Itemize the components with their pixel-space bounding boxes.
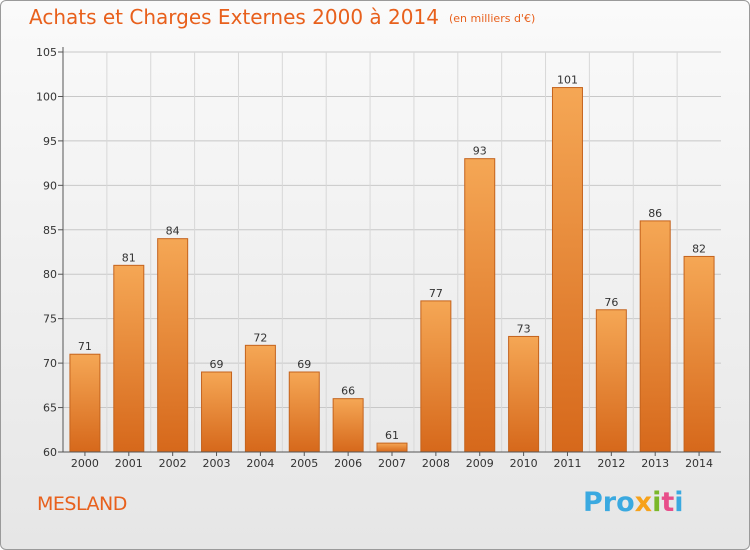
bar [157, 238, 189, 453]
bar-value-label: 66 [341, 385, 355, 398]
bar-value-label: 86 [648, 207, 662, 220]
bar [376, 442, 408, 453]
bar-value-label: 69 [297, 358, 311, 371]
bar [551, 87, 583, 453]
bar [332, 398, 364, 453]
bar-value-label: 61 [385, 429, 399, 442]
y-tick-label: 70 [43, 357, 57, 370]
y-tick-label: 75 [43, 313, 57, 326]
title-text: Achats et Charges Externes 2000 à 2014 [29, 5, 439, 29]
bar-value-label: 101 [557, 74, 578, 87]
bar [420, 300, 452, 453]
logo-part: Pro [583, 487, 635, 518]
bar [244, 344, 276, 453]
bar-value-label: 84 [166, 225, 180, 238]
bar [464, 158, 496, 453]
bar-value-label: 77 [429, 287, 443, 300]
chart-title: Achats et Charges Externes 2000 à 2014 (e… [29, 5, 535, 29]
y-tick-label: 65 [43, 402, 57, 415]
y-tick-label: 100 [36, 90, 57, 103]
x-tick-label: 2000 [71, 457, 99, 470]
x-tick-label: 2008 [422, 457, 450, 470]
x-tick-label: 2003 [203, 457, 231, 470]
title-unit: (en milliers d'€) [448, 12, 536, 25]
y-tick-label: 60 [43, 446, 57, 459]
y-tick-label: 90 [43, 179, 57, 192]
x-tick-label: 2005 [290, 457, 318, 470]
x-tick-label: 2004 [246, 457, 274, 470]
bar-value-label: 72 [253, 331, 267, 344]
y-tick-label: 105 [36, 46, 57, 59]
y-tick-label: 95 [43, 135, 57, 148]
bar-value-label: 82 [692, 242, 706, 255]
x-tick-label: 2010 [510, 457, 538, 470]
city-name: MESLAND [37, 493, 127, 515]
bar-chart: 71 81 84 69 72 69 66 61 77 93 73 101 76 86 82 60 65 70 75… [36, 46, 721, 470]
bar [288, 371, 320, 453]
bar-value-label: 81 [122, 251, 136, 264]
bar [113, 264, 145, 453]
bar [683, 255, 715, 453]
axes: 60 65 70 75 80 85 90 95 100 105 2000 2001 2002 2003 20… [36, 46, 721, 470]
logo-part: i [652, 487, 662, 518]
y-tick-label: 85 [43, 224, 57, 237]
bar-value-label: 93 [473, 145, 487, 158]
logo-part: x [634, 487, 653, 518]
x-tick-label: 2006 [334, 457, 362, 470]
grid-lines [63, 51, 721, 452]
x-tick-label: 2001 [115, 457, 143, 470]
bar-value-label: 69 [210, 358, 224, 371]
bar-value-label: 76 [604, 296, 618, 309]
bar [639, 220, 671, 453]
x-tick-label: 2002 [159, 457, 187, 470]
bar [69, 353, 101, 453]
y-tick-label: 80 [43, 268, 57, 281]
logo-part: i [674, 487, 684, 518]
proxiti-logo[interactable]: Proxiti [583, 487, 684, 518]
x-tick-label: 2014 [685, 457, 713, 470]
x-tick-label: 2011 [553, 457, 581, 470]
bar [595, 309, 627, 453]
x-tick-label: 2007 [378, 457, 406, 470]
x-tick-label: 2013 [641, 457, 669, 470]
bars: 71 81 84 69 72 69 66 61 77 93 73 101 76 86 82 [69, 74, 715, 453]
x-tick-label: 2009 [466, 457, 494, 470]
bar [201, 371, 233, 453]
bar-value-label: 73 [517, 322, 531, 335]
bar-value-label: 71 [78, 340, 92, 353]
logo-part: t [661, 487, 675, 518]
x-tick-label: 2012 [597, 457, 625, 470]
bar [508, 335, 540, 453]
